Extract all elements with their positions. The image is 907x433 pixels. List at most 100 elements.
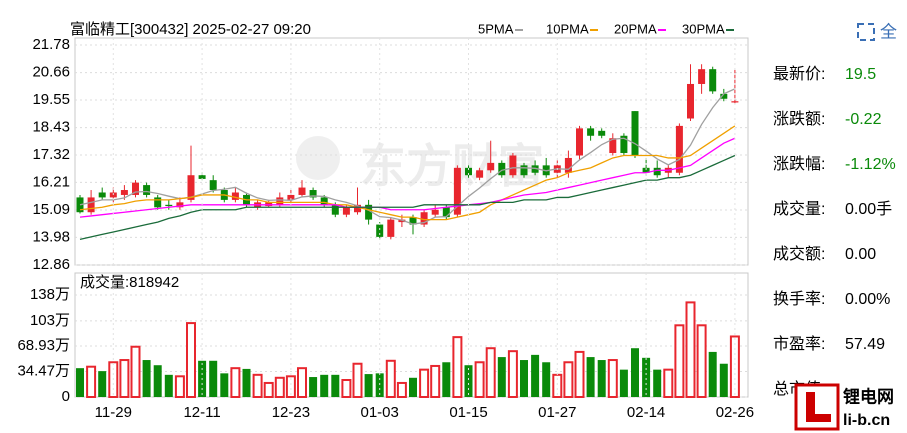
candle-body bbox=[531, 165, 539, 173]
volume-bar bbox=[464, 365, 473, 397]
candle-body bbox=[420, 212, 428, 225]
volume-bar bbox=[274, 376, 285, 399]
candle-body bbox=[653, 167, 661, 176]
candle-body bbox=[354, 204, 361, 213]
candle-body bbox=[731, 101, 739, 103]
volume-bar bbox=[375, 373, 384, 397]
y-tick-label: 138万 bbox=[30, 286, 70, 303]
candle-body bbox=[209, 180, 217, 191]
volume-bar bbox=[320, 374, 329, 397]
sidebar-value: 0.00% bbox=[845, 291, 890, 308]
x-tick-label: 01-03 bbox=[361, 404, 399, 421]
y-tick-label: 103万 bbox=[30, 312, 70, 329]
candle-body bbox=[365, 204, 373, 220]
volume-bar bbox=[542, 362, 551, 397]
candle-body bbox=[176, 202, 184, 208]
volume-bar bbox=[341, 379, 352, 398]
candle-body bbox=[376, 224, 384, 237]
candle-body bbox=[520, 165, 528, 176]
fullscreen-icon[interactable] bbox=[857, 23, 875, 41]
candle-body bbox=[587, 128, 595, 136]
y-tick-label: 15.09 bbox=[32, 201, 70, 218]
volume-bar bbox=[696, 324, 707, 399]
x-tick-label: 01-15 bbox=[449, 404, 487, 421]
volume-bar bbox=[285, 375, 296, 399]
volume-bar bbox=[497, 357, 506, 397]
volume-bar bbox=[563, 361, 574, 398]
volume-bar bbox=[76, 368, 84, 397]
volume-bar bbox=[586, 357, 595, 397]
volume-bar bbox=[663, 368, 674, 398]
candle-body bbox=[498, 162, 506, 176]
y-tick-label: 0 bbox=[62, 388, 70, 405]
sidebar-label: 成交额: bbox=[773, 245, 825, 263]
sidebar-label: 换手率: bbox=[773, 290, 825, 308]
candle-body bbox=[398, 219, 406, 223]
candle-body bbox=[154, 197, 162, 208]
y-tick-label: 16.21 bbox=[32, 173, 70, 190]
candle-body bbox=[453, 167, 461, 215]
x-tick-label: 11-29 bbox=[95, 404, 132, 421]
candle-body bbox=[231, 192, 239, 200]
logo-url: li-b.cn bbox=[843, 412, 890, 429]
sidebar-value: 57.49 bbox=[845, 336, 885, 353]
volume-bar bbox=[653, 369, 662, 397]
y-tick-label: 13.98 bbox=[32, 228, 70, 245]
candle-body bbox=[687, 83, 694, 119]
sidebar-value: 0.00手 bbox=[845, 200, 892, 218]
volume-bar bbox=[98, 371, 107, 397]
x-tick-label: 02-26 bbox=[716, 404, 754, 421]
sidebar-label: 成交量: bbox=[773, 200, 825, 218]
volume-bar bbox=[419, 368, 430, 398]
volume-bar bbox=[153, 365, 162, 397]
legend-label: 5PMA bbox=[478, 21, 514, 36]
volume-bar bbox=[520, 360, 528, 397]
volume-bar bbox=[220, 373, 229, 397]
ma-line bbox=[79, 137, 736, 218]
volume-bar bbox=[685, 301, 696, 398]
volume-bar bbox=[430, 364, 441, 398]
volume-bar bbox=[263, 381, 274, 398]
volume-bar bbox=[597, 360, 606, 397]
x-tick-label: 12-11 bbox=[183, 404, 220, 421]
ma-line bbox=[79, 125, 736, 221]
candle-body bbox=[165, 204, 173, 207]
y-tick-label: 19.55 bbox=[32, 91, 70, 108]
volume-bar bbox=[574, 350, 585, 399]
y-tick-label: 12.86 bbox=[32, 256, 70, 273]
candle-body bbox=[342, 207, 350, 215]
candle-body bbox=[320, 197, 328, 205]
legend-label: 10PMA bbox=[546, 21, 589, 36]
fullscreen-label[interactable]: 全 bbox=[880, 22, 897, 41]
volume-bar bbox=[86, 365, 97, 398]
candle-body bbox=[132, 182, 139, 195]
fullscreen-button[interactable]: 全 bbox=[857, 22, 897, 41]
volume-bar bbox=[385, 359, 396, 399]
candle-body bbox=[98, 192, 106, 198]
volume-bar bbox=[186, 322, 196, 398]
candle-body bbox=[120, 190, 128, 195]
volume-bar bbox=[631, 348, 639, 397]
candle-body bbox=[331, 204, 339, 215]
sidebar-label: 涨跌幅: bbox=[773, 155, 825, 173]
volume-bar bbox=[174, 375, 185, 399]
candle-body bbox=[642, 167, 650, 173]
y-tick-label: 17.32 bbox=[32, 146, 70, 163]
sidebar-value: 0.00 bbox=[845, 246, 876, 263]
sidebar-label: 涨跌额: bbox=[773, 110, 825, 128]
y-tick-label: 18.43 bbox=[32, 119, 70, 136]
volume-bar bbox=[242, 368, 251, 397]
logo-mark bbox=[806, 392, 831, 422]
ma-line bbox=[79, 154, 736, 240]
sidebar-value: 19.5 bbox=[845, 66, 876, 83]
volume-bar bbox=[331, 374, 340, 397]
legend-label: 30PMA bbox=[682, 21, 725, 36]
volume-bar bbox=[442, 362, 451, 397]
candle-body bbox=[287, 194, 295, 200]
volume-title: 成交量:818942 bbox=[80, 273, 179, 291]
volume-bar bbox=[607, 359, 618, 399]
volume-bar bbox=[485, 347, 496, 398]
candle-body bbox=[709, 69, 717, 92]
